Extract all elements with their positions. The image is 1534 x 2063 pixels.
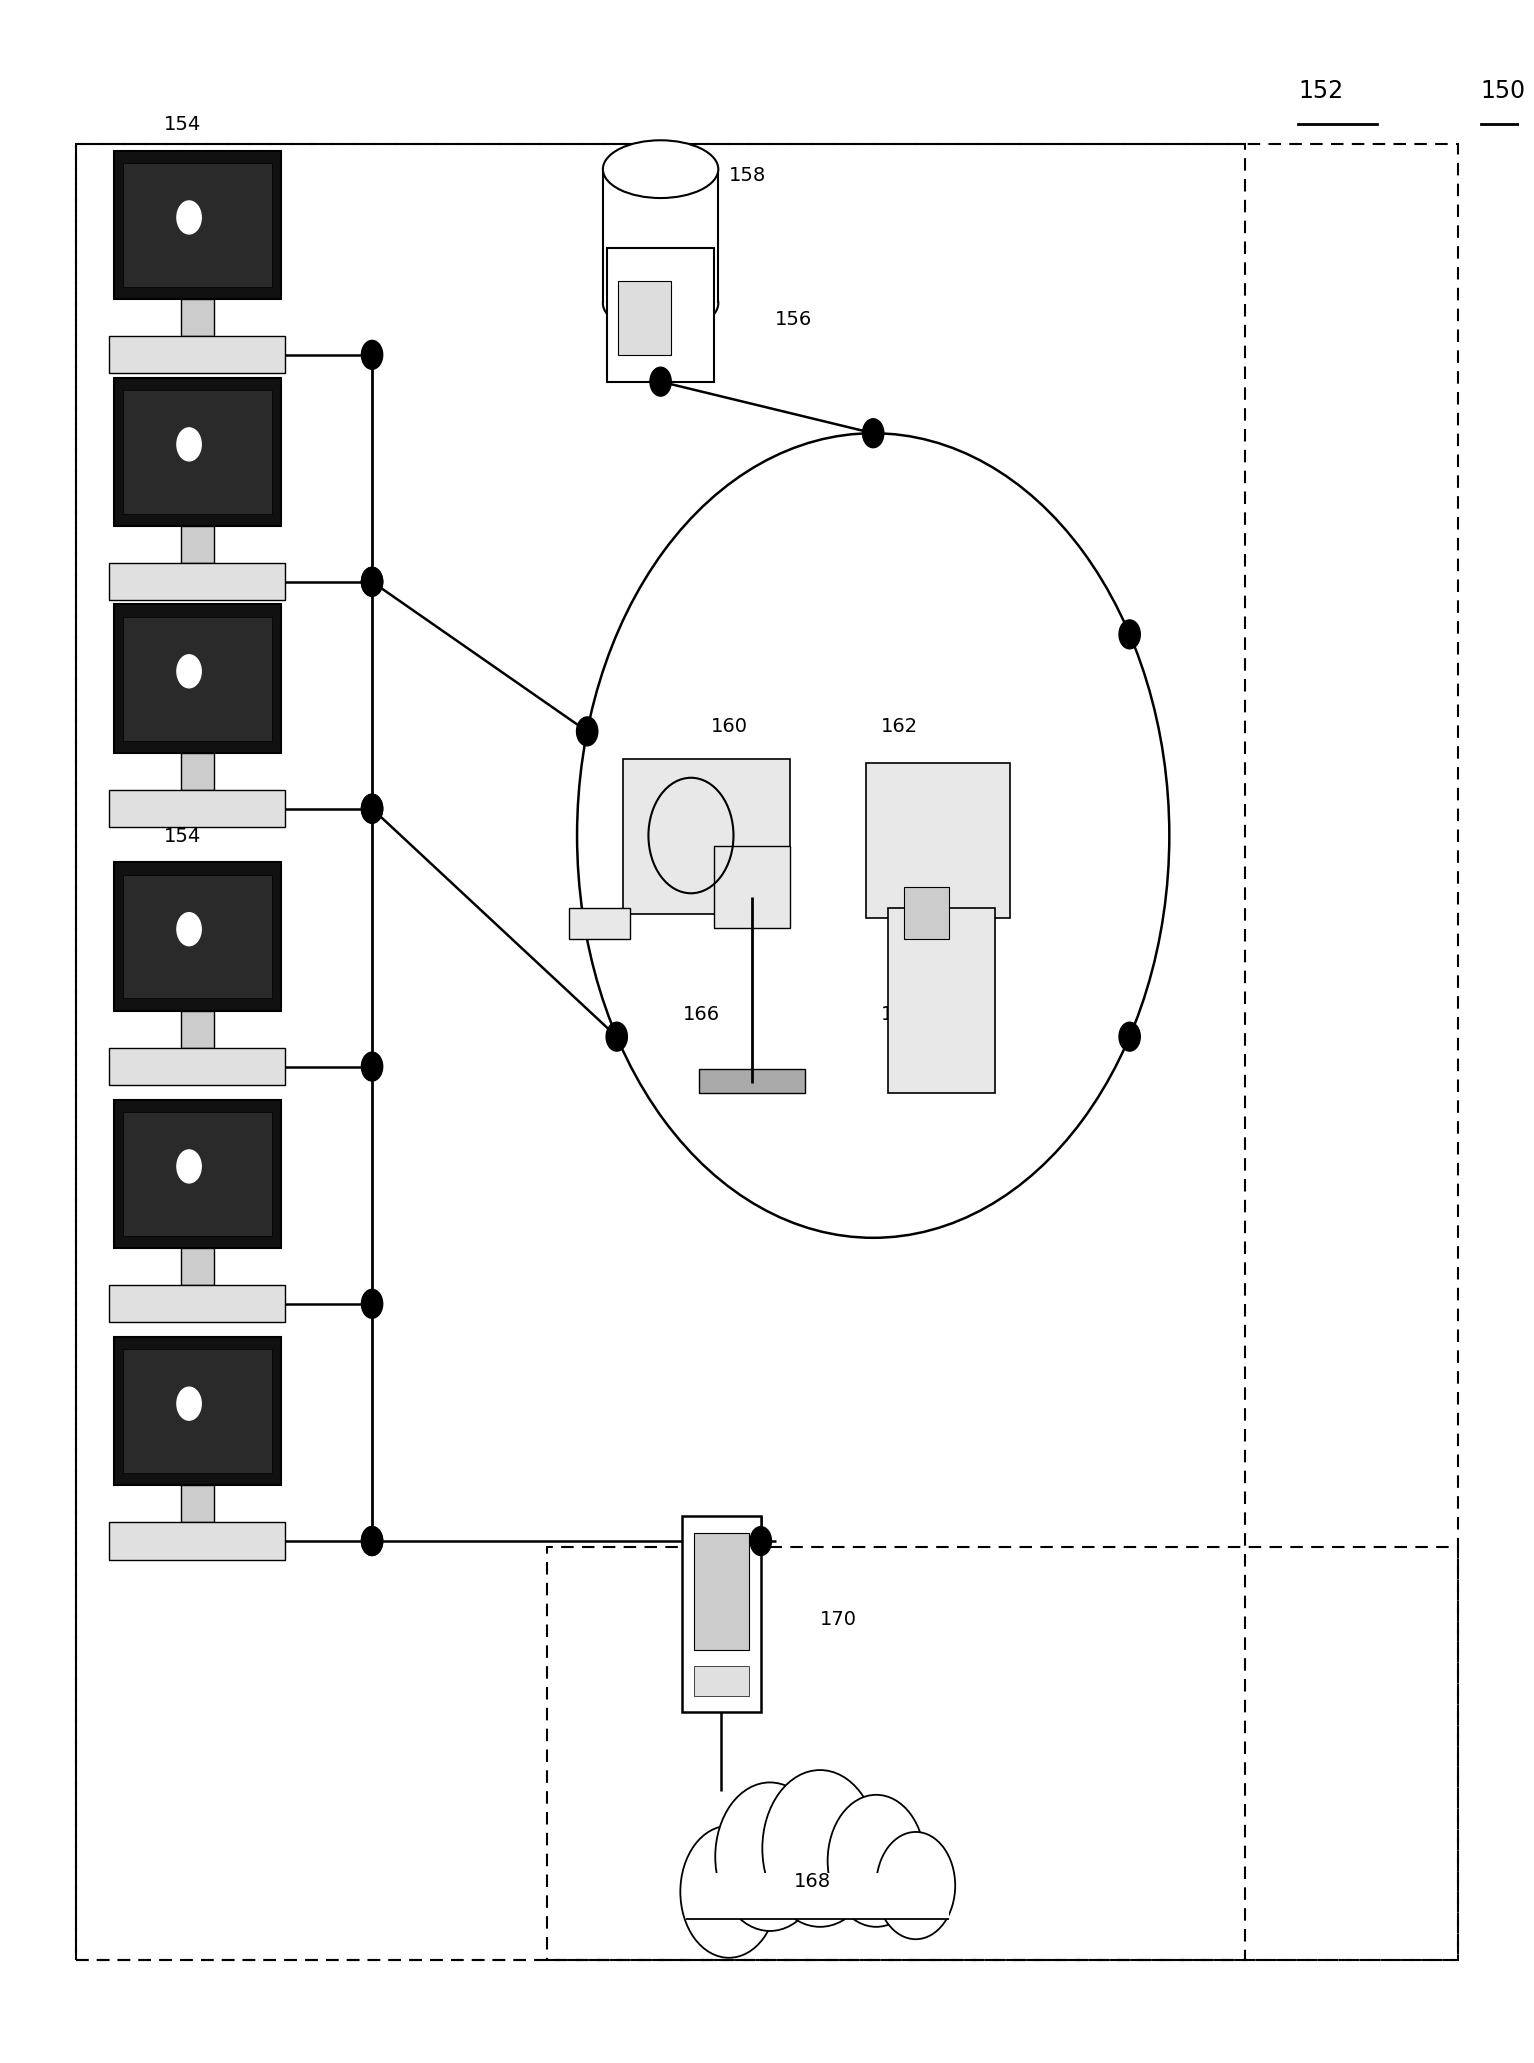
Text: 154: 154 xyxy=(164,827,201,846)
FancyBboxPatch shape xyxy=(181,1248,215,1285)
FancyBboxPatch shape xyxy=(618,281,672,355)
FancyBboxPatch shape xyxy=(109,1522,285,1560)
FancyBboxPatch shape xyxy=(181,299,215,336)
Text: 150: 150 xyxy=(1480,78,1526,103)
FancyBboxPatch shape xyxy=(123,390,272,514)
Circle shape xyxy=(362,567,382,596)
Text: 170: 170 xyxy=(821,1609,858,1630)
Text: 158: 158 xyxy=(729,165,765,186)
Circle shape xyxy=(650,367,672,396)
Circle shape xyxy=(176,912,201,945)
FancyBboxPatch shape xyxy=(693,1533,749,1650)
FancyBboxPatch shape xyxy=(888,908,994,1093)
Text: 154: 154 xyxy=(164,1065,201,1083)
Circle shape xyxy=(762,1770,877,1927)
FancyBboxPatch shape xyxy=(109,336,285,373)
Text: 160: 160 xyxy=(710,716,747,736)
FancyBboxPatch shape xyxy=(114,378,281,526)
Circle shape xyxy=(362,1052,382,1081)
FancyBboxPatch shape xyxy=(607,248,713,382)
Circle shape xyxy=(828,1795,925,1927)
Circle shape xyxy=(681,1826,778,1958)
Circle shape xyxy=(176,427,201,460)
FancyBboxPatch shape xyxy=(603,169,718,303)
FancyBboxPatch shape xyxy=(904,887,950,939)
Text: 164: 164 xyxy=(881,1005,917,1025)
FancyBboxPatch shape xyxy=(623,759,790,914)
Text: 166: 166 xyxy=(683,1005,721,1025)
FancyBboxPatch shape xyxy=(109,563,285,600)
FancyBboxPatch shape xyxy=(181,1485,215,1522)
Circle shape xyxy=(715,1782,825,1931)
FancyBboxPatch shape xyxy=(123,163,272,287)
Text: 154: 154 xyxy=(164,116,201,134)
FancyBboxPatch shape xyxy=(109,1048,285,1085)
FancyBboxPatch shape xyxy=(181,526,215,563)
FancyBboxPatch shape xyxy=(114,862,281,1011)
Text: 154: 154 xyxy=(164,569,201,588)
Circle shape xyxy=(362,1527,382,1556)
Circle shape xyxy=(176,1149,201,1182)
Circle shape xyxy=(362,794,382,823)
Text: 156: 156 xyxy=(775,309,811,330)
Circle shape xyxy=(577,718,598,747)
FancyBboxPatch shape xyxy=(181,1011,215,1048)
FancyBboxPatch shape xyxy=(181,753,215,790)
Circle shape xyxy=(715,1782,825,1931)
FancyBboxPatch shape xyxy=(865,763,1009,918)
FancyBboxPatch shape xyxy=(123,1349,272,1473)
FancyBboxPatch shape xyxy=(713,846,790,928)
FancyBboxPatch shape xyxy=(114,604,281,753)
FancyBboxPatch shape xyxy=(123,875,272,998)
Circle shape xyxy=(362,1527,382,1556)
Ellipse shape xyxy=(603,274,718,332)
Text: 162: 162 xyxy=(881,716,917,736)
Circle shape xyxy=(876,1832,956,1939)
Circle shape xyxy=(1118,1023,1140,1052)
Text: 154: 154 xyxy=(164,342,201,361)
FancyBboxPatch shape xyxy=(569,908,630,939)
FancyBboxPatch shape xyxy=(114,1337,281,1485)
Circle shape xyxy=(681,1826,778,1958)
FancyBboxPatch shape xyxy=(109,1285,285,1322)
Text: 154: 154 xyxy=(164,1302,201,1320)
Circle shape xyxy=(176,654,201,687)
FancyBboxPatch shape xyxy=(114,1100,281,1248)
Circle shape xyxy=(862,419,884,448)
Ellipse shape xyxy=(603,140,718,198)
FancyBboxPatch shape xyxy=(681,1516,761,1712)
FancyBboxPatch shape xyxy=(114,151,281,299)
FancyBboxPatch shape xyxy=(698,1069,805,1093)
Text: 168: 168 xyxy=(795,1871,831,1892)
Text: 152: 152 xyxy=(1298,78,1344,103)
Circle shape xyxy=(606,1023,627,1052)
FancyBboxPatch shape xyxy=(109,790,285,827)
Circle shape xyxy=(828,1795,925,1927)
FancyBboxPatch shape xyxy=(123,1112,272,1236)
Circle shape xyxy=(176,200,201,233)
Circle shape xyxy=(362,340,382,369)
Circle shape xyxy=(1118,621,1140,650)
Circle shape xyxy=(750,1527,772,1556)
Circle shape xyxy=(362,1289,382,1318)
Circle shape xyxy=(762,1770,877,1927)
Circle shape xyxy=(362,794,382,823)
Circle shape xyxy=(362,567,382,596)
Circle shape xyxy=(176,1386,201,1419)
Circle shape xyxy=(876,1832,956,1939)
FancyBboxPatch shape xyxy=(693,1667,749,1696)
FancyBboxPatch shape xyxy=(123,617,272,741)
FancyBboxPatch shape xyxy=(686,1873,950,1919)
